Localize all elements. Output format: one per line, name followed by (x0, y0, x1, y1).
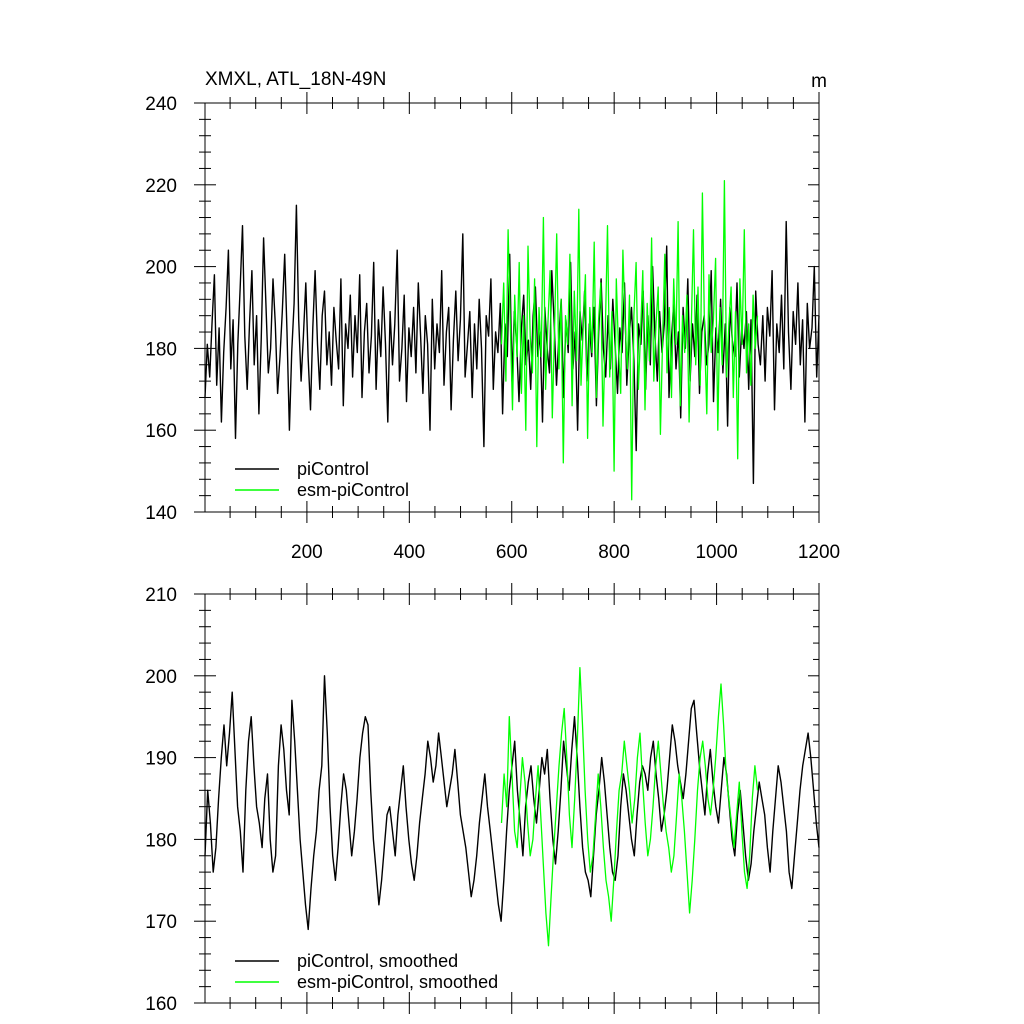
legend-label-esm-picontrol: esm-piControl (297, 480, 409, 500)
x-tick-label: 1200 (798, 542, 840, 563)
series-line-picontrol-smoothed (204, 675, 820, 931)
units-label: m (811, 71, 827, 92)
top-panel-frame (204, 102, 820, 513)
x-tick-label: 600 (496, 542, 528, 563)
series-line-esm-picontrol-smoothed (500, 666, 759, 947)
series-line-esm-picontrol (500, 180, 759, 501)
y-tick-label: 200 (145, 258, 177, 279)
top-panel: XMXL, ATL_18N-49N m 140 160 180 200 220 240 20… (145, 69, 840, 563)
y-tick-label: 240 (145, 94, 177, 115)
bottom-panel-series (204, 666, 820, 947)
y-tick-label: 140 (145, 503, 177, 524)
y-tick-label: 160 (145, 994, 177, 1015)
legend-label-picontrol: piControl (297, 459, 369, 479)
series-line-picontrol (204, 204, 820, 485)
y-tick-label: 190 (145, 749, 177, 770)
x-tick-label: 200 (291, 542, 323, 563)
chart-title: XMXL, ATL_18N-49N (205, 69, 386, 90)
y-tick-label: 180 (145, 339, 177, 360)
top-panel-ticks: 140 160 180 200 220 240 200 400 600 800 1000 1200 (145, 92, 840, 563)
legend-label-picontrol-smoothed: piControl, smoothed (297, 951, 458, 971)
y-tick-label: 180 (145, 830, 177, 851)
x-tick-label: 800 (598, 542, 630, 563)
bottom-panel: 160 170 180 190 200 210 piControl, smoothed e… (145, 583, 820, 1015)
y-tick-label: 220 (145, 176, 177, 197)
y-tick-label: 210 (145, 585, 177, 606)
x-tick-label: 400 (393, 542, 425, 563)
legend-label-esm-picontrol-smoothed: esm-piControl, smoothed (297, 972, 498, 992)
y-tick-label: 170 (145, 912, 177, 933)
y-tick-label: 200 (145, 667, 177, 688)
y-tick-label: 160 (145, 421, 177, 442)
top-panel-series (204, 180, 820, 501)
x-tick-label: 1000 (695, 542, 737, 563)
top-panel-legend: piControl esm-piControl (235, 459, 409, 500)
bottom-panel-legend: piControl, smoothed esm-piControl, smoot… (235, 951, 498, 992)
bottom-panel-frame (204, 593, 820, 1004)
